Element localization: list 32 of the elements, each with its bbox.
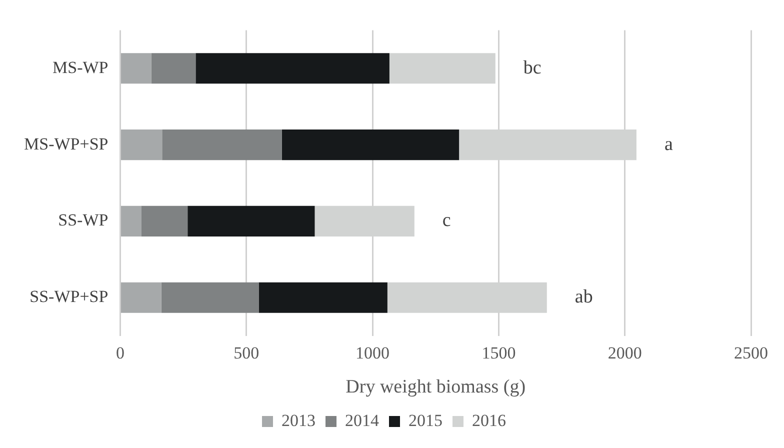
annotation: a	[664, 134, 674, 155]
x-tick-label: 2000	[608, 343, 642, 362]
x-tick-label: 2500	[734, 343, 768, 362]
bar	[196, 53, 390, 84]
bar	[258, 282, 388, 313]
bar	[120, 130, 162, 160]
legend-label: 2013	[282, 410, 316, 430]
bar	[120, 53, 152, 84]
y-tick-label: SS-WP	[58, 210, 108, 230]
x-tick-label: 1000	[356, 343, 390, 362]
x-axis-title: Dry weight biomass (g)	[346, 376, 526, 398]
legend-label: 2015	[408, 410, 442, 430]
legend-label: 2016	[472, 410, 506, 430]
bar	[141, 206, 188, 236]
bar	[282, 130, 460, 160]
x-tick-label: 1500	[482, 343, 516, 362]
bar	[188, 206, 315, 236]
y-tick-label: MS-WP	[52, 58, 108, 77]
bar	[120, 282, 162, 313]
annotation: bc	[523, 57, 542, 78]
x-tick-label: 500	[234, 343, 260, 362]
annotation: ab	[574, 286, 593, 308]
legend-label: 2014	[345, 410, 380, 430]
bar	[151, 53, 196, 84]
bar	[162, 130, 282, 160]
bar	[161, 282, 259, 313]
annotation: c	[442, 210, 451, 232]
bar	[389, 53, 496, 84]
x-tick-label: 0	[116, 343, 124, 362]
y-tick-label: MS-WP+SP	[24, 134, 108, 154]
y-tick-label: SS-WP+SP	[30, 287, 108, 306]
bar	[120, 206, 142, 236]
